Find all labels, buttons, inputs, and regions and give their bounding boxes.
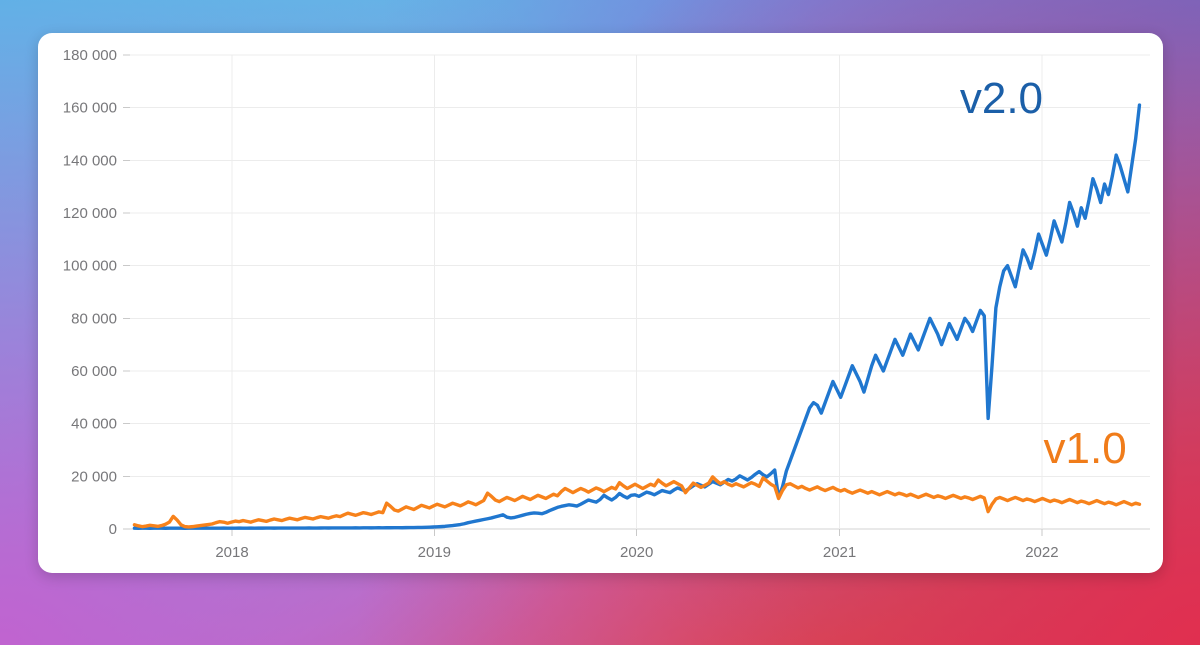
y-tick-label: 140 000 — [63, 152, 117, 169]
y-axis-labels: 0 20 000 40 000 60 000 80 000 100 000 120 000 1… — [63, 47, 117, 538]
x-tick-label: 2019 — [418, 544, 451, 561]
series-label-v1-0: v1.0 — [1044, 424, 1127, 473]
grid-layer — [123, 54, 1150, 536]
chart-card: 0 20 000 40 000 60 000 80 000 100 000 120 000 1… — [38, 33, 1163, 573]
y-tick-label: 100 000 — [63, 258, 117, 275]
y-tick-label: 20 000 — [71, 468, 117, 485]
x-tick-label: 2020 — [620, 544, 653, 561]
series-layer — [132, 103, 1142, 530]
annotation-layer: v2.0 v1.0 — [960, 74, 1127, 473]
line-chart[interactable]: 0 20 000 40 000 60 000 80 000 100 000 120 000 1… — [38, 33, 1163, 573]
series-line-v1-0[interactable] — [132, 475, 1142, 529]
y-tick-label: 120 000 — [63, 205, 117, 222]
y-tick-label: 60 000 — [71, 363, 117, 380]
x-tick-label: 2021 — [823, 544, 856, 561]
series-label-v2-0: v2.0 — [960, 74, 1043, 123]
x-tick-label: 2022 — [1025, 544, 1058, 561]
y-tick-label: 160 000 — [63, 100, 117, 117]
x-axis-labels: 2018 2019 2020 2021 2022 — [215, 544, 1058, 561]
y-tick-label: 80 000 — [71, 310, 117, 327]
y-tick-label: 40 000 — [71, 416, 117, 433]
series-line-v2-0[interactable] — [132, 103, 1142, 530]
y-tick-label: 180 000 — [63, 47, 117, 64]
y-tick-label: 0 — [109, 521, 117, 538]
x-tick-label: 2018 — [215, 544, 248, 561]
